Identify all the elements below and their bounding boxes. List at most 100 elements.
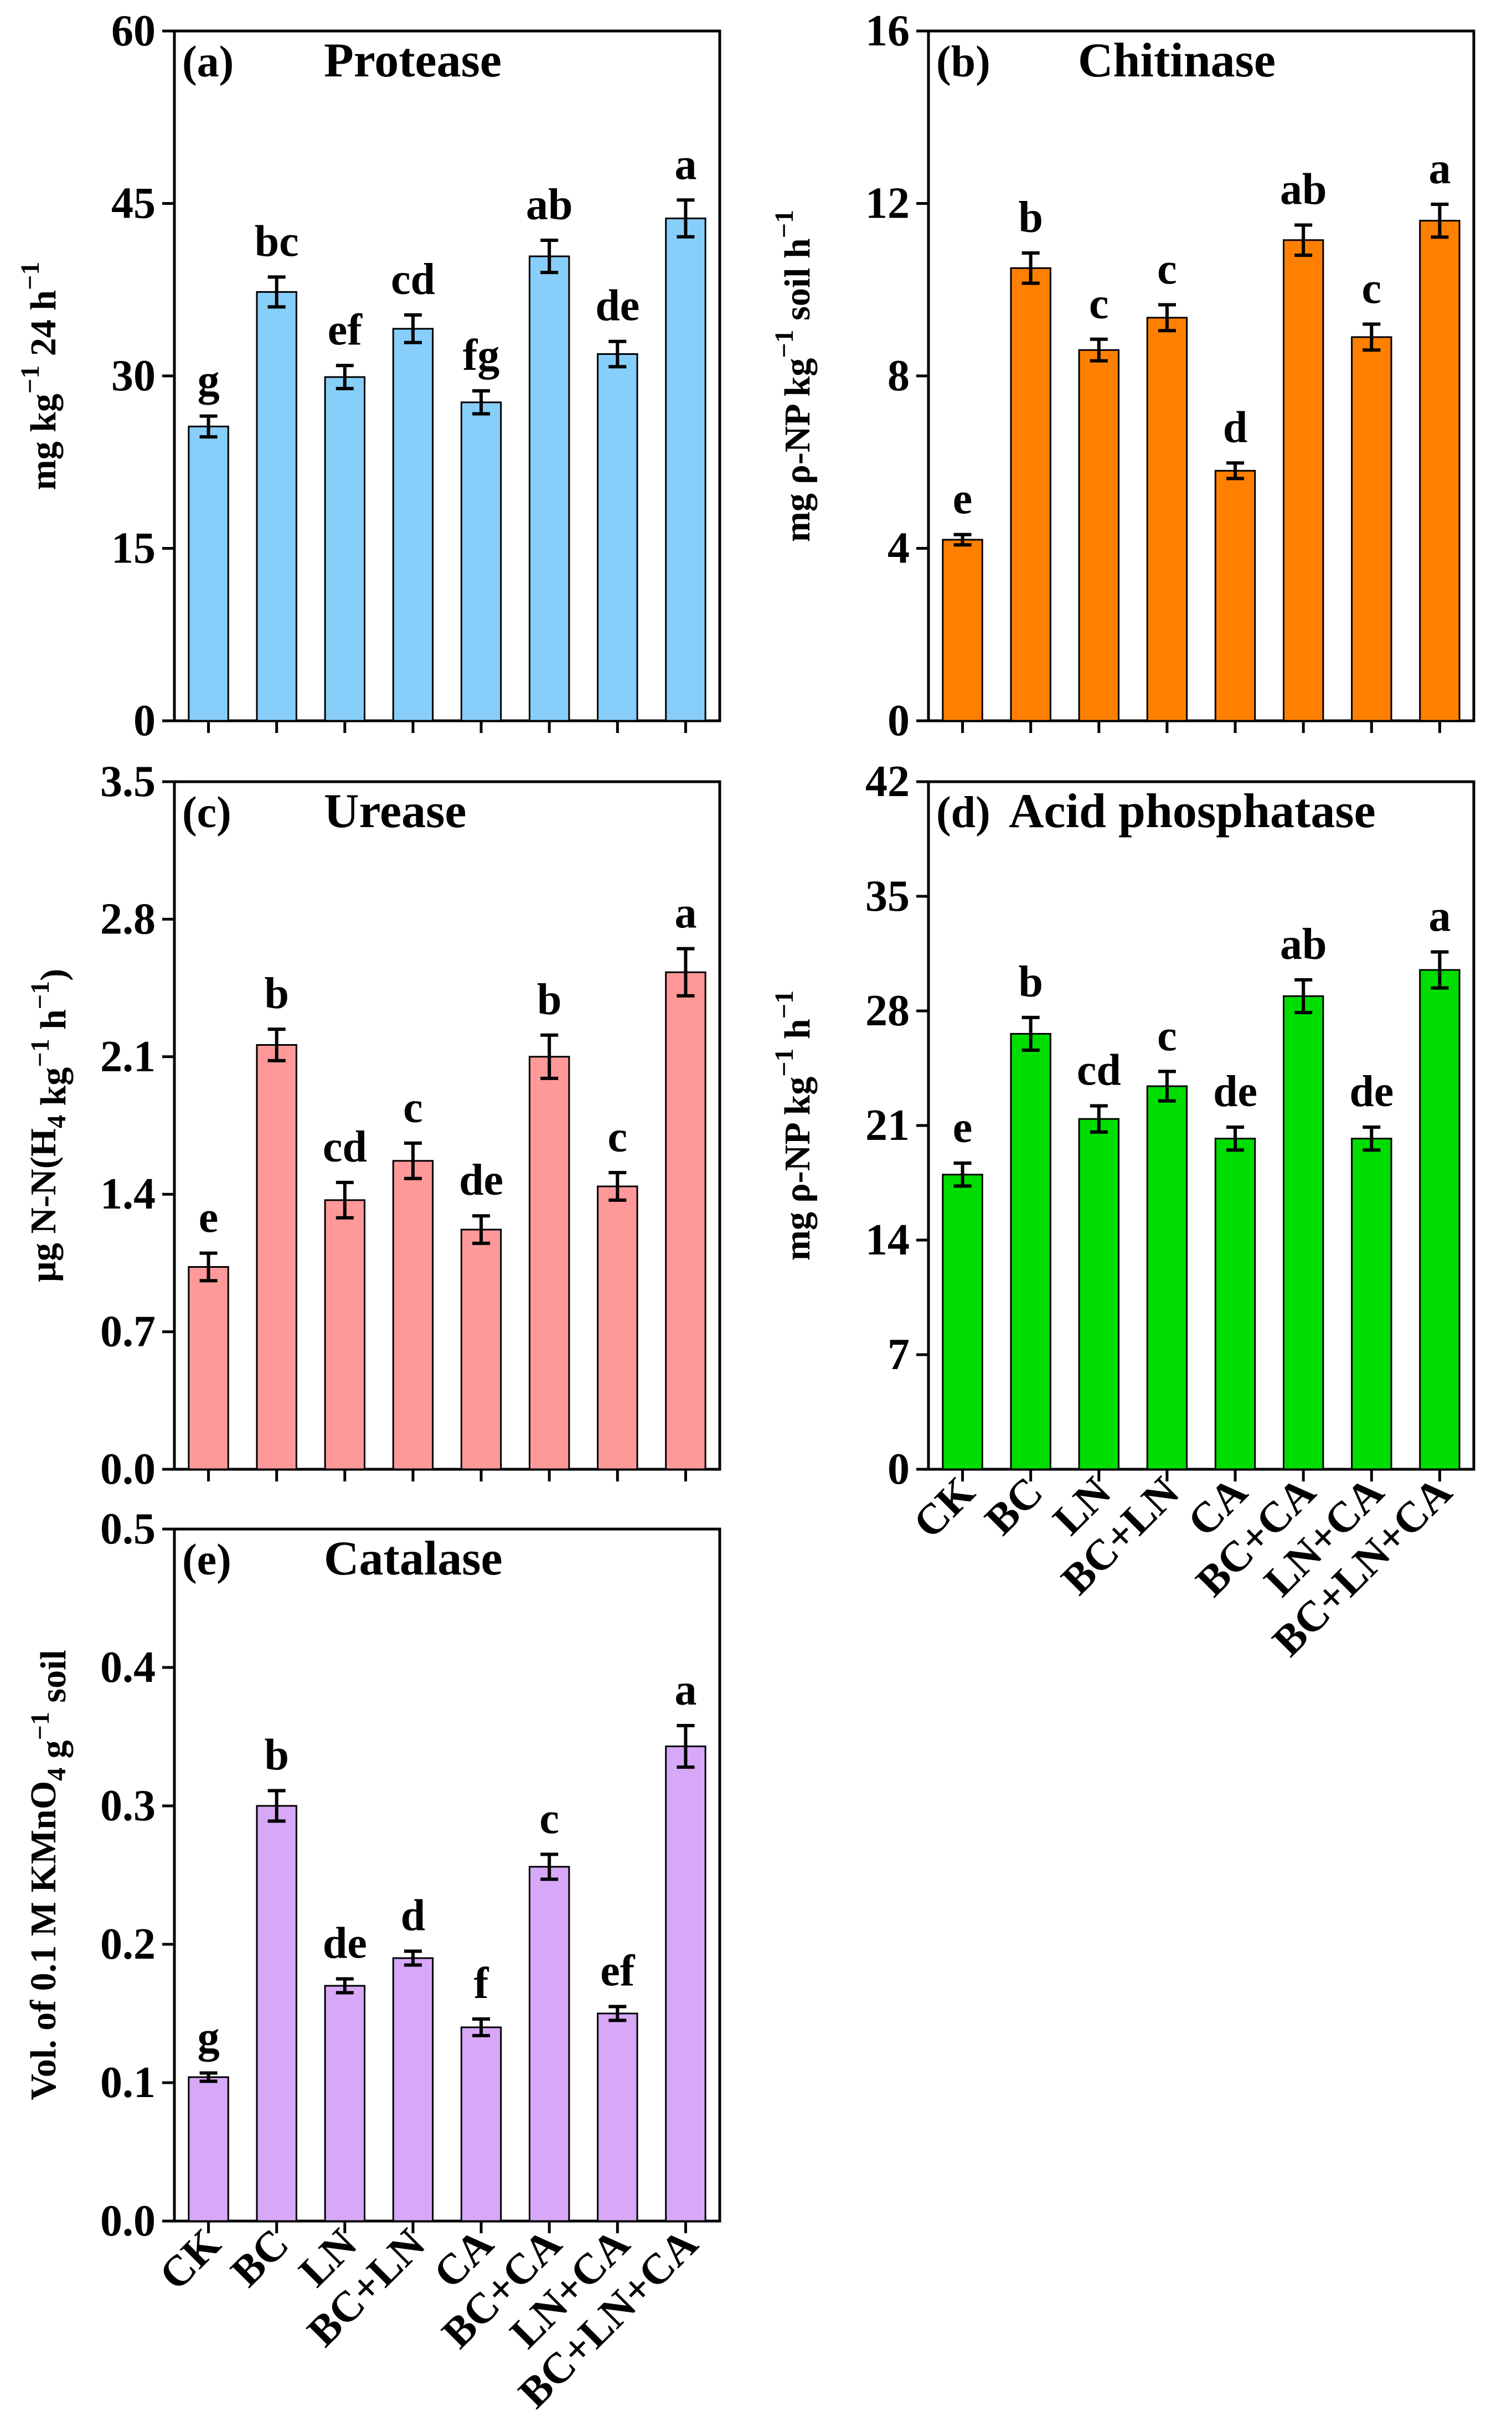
significance-letter: de (1213, 1067, 1257, 1116)
bar (392, 1160, 434, 1470)
x-category-label: BC (976, 1468, 1052, 1544)
significance-letter: bc (255, 217, 299, 266)
y-tick-label: 1.4 (100, 1170, 156, 1218)
bar (188, 1266, 229, 1470)
bar (324, 1985, 366, 2222)
panel-title: Protease (324, 34, 502, 87)
y-tick-label: 8 (887, 352, 910, 400)
bar (392, 1957, 434, 2222)
panel-label: (c) (182, 788, 231, 837)
significance-letter: ab (526, 180, 573, 229)
panel-title: Acid phosphatase (1009, 784, 1376, 838)
bar (942, 539, 983, 722)
significance-letter: ef (600, 1947, 636, 1996)
bar (324, 376, 366, 722)
y-tick-label: 16 (865, 7, 910, 55)
significance-letter: ab (1280, 920, 1327, 969)
bar (665, 217, 706, 722)
panel-label: (d) (936, 788, 990, 837)
plot-frame (173, 1527, 721, 2223)
y-tick-label: 12 (865, 179, 910, 228)
bar (392, 328, 434, 722)
y-tick-label: 0 (887, 1445, 910, 1494)
bar (1214, 469, 1256, 722)
y-tick-label: 0.1 (100, 2058, 156, 2107)
panel-title: Chitinase (1078, 34, 1276, 87)
x-category-label: BC (221, 2219, 298, 2296)
significance-letter: de (459, 1156, 503, 1205)
significance-letter: fg (463, 331, 500, 380)
significance-letter: c (1157, 1011, 1177, 1060)
y-tick-label: 15 (111, 524, 156, 573)
bar (528, 1056, 570, 1470)
significance-letter: d (1223, 403, 1248, 452)
y-tick-label: 30 (111, 352, 156, 400)
bar (597, 2012, 638, 2222)
significance-letter: b (264, 1731, 289, 1780)
significance-letter: b (537, 975, 562, 1024)
bar (188, 2076, 229, 2222)
y-tick-label: 3.5 (100, 757, 156, 806)
x-category-label: CK (904, 1467, 983, 1547)
bar (942, 1174, 983, 1470)
bar (460, 401, 502, 722)
significance-letter: ef (328, 306, 363, 354)
bar (1351, 336, 1392, 722)
significance-letter: b (264, 969, 289, 1018)
bar (188, 425, 229, 722)
significance-letter: cd (323, 1123, 367, 1171)
y-tick-label: 2.8 (100, 895, 156, 943)
y-tick-label: 4 (887, 524, 910, 573)
significance-letter: cd (1077, 1046, 1121, 1095)
y-tick-label: 42 (865, 757, 910, 806)
bar (1146, 1085, 1188, 1470)
significance-letter: c (403, 1083, 423, 1132)
significance-letter: f (474, 1959, 489, 2008)
significance-letter: a (674, 889, 696, 938)
bar (1078, 1118, 1120, 1470)
bar (528, 1866, 570, 2222)
significance-letter: de (323, 1919, 367, 1968)
significance-letter: g (198, 357, 220, 405)
x-category-label: CK (149, 2219, 229, 2299)
significance-letter: cd (391, 255, 435, 304)
bar (1214, 1138, 1256, 1470)
plot-frame (173, 780, 721, 1471)
bar (665, 1746, 706, 2222)
y-tick-label: 0 (133, 696, 156, 745)
significance-letter: e (953, 1103, 973, 1152)
significance-letter: c (539, 1795, 559, 1844)
bar (256, 1805, 297, 2222)
significance-letter: c (1362, 265, 1382, 313)
significance-letter: de (1349, 1067, 1394, 1116)
y-axis-label: mg ρ-NP kg−1 h−1 (770, 990, 818, 1261)
significance-letter: e (953, 475, 973, 524)
bar (597, 1185, 638, 1470)
significance-letter: b (1018, 958, 1043, 1006)
bar (597, 353, 638, 722)
significance-letter: a (674, 140, 696, 189)
bar (1078, 349, 1120, 722)
bar (1419, 220, 1461, 722)
y-tick-label: 0.2 (100, 1920, 156, 1969)
significance-letter: e (199, 1194, 219, 1242)
panel-title: Urease (324, 784, 466, 838)
y-tick-label: 0.3 (100, 1782, 156, 1830)
y-tick-label: 2.1 (100, 1032, 156, 1081)
significance-letter: c (1157, 245, 1177, 294)
bar (1351, 1138, 1392, 1470)
significance-letter: c (608, 1113, 628, 1161)
bar (460, 2026, 502, 2222)
bar (1282, 995, 1324, 1470)
significance-letter: a (1428, 144, 1451, 193)
y-tick-label: 21 (865, 1101, 910, 1150)
bar (460, 1228, 502, 1470)
bar (1419, 969, 1461, 1470)
bar (256, 291, 297, 722)
y-axis-label: µg N-N(H4 kg−1 h−1) (23, 969, 74, 1282)
